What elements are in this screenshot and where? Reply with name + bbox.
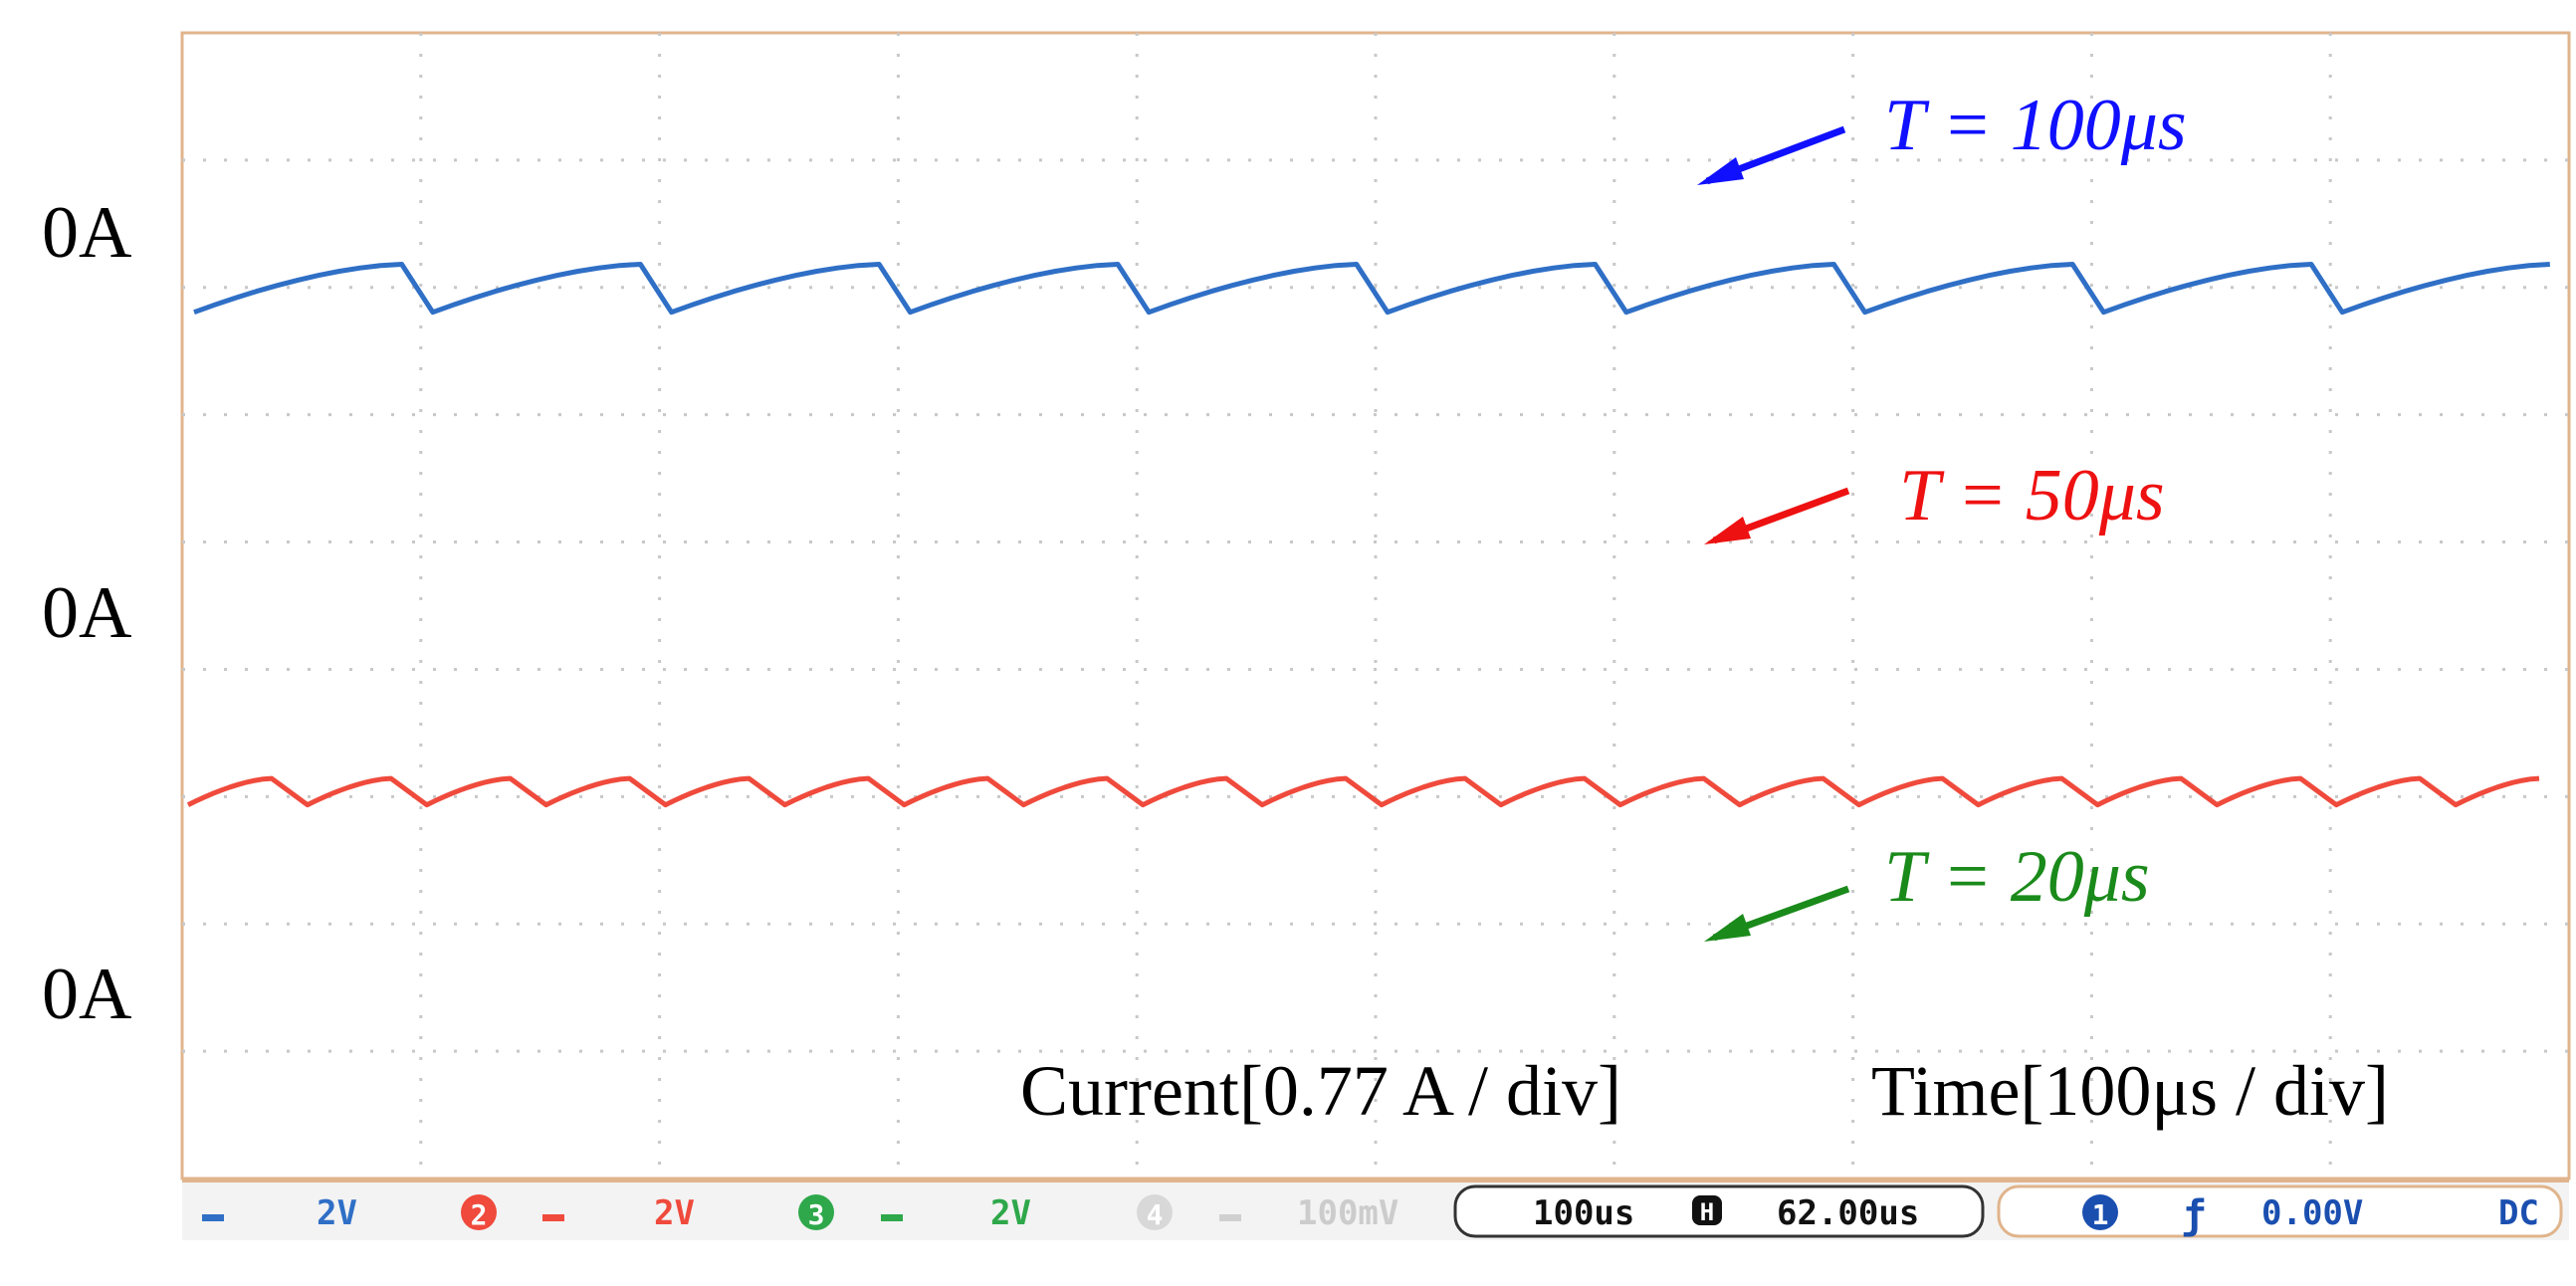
- ch3-scale[interactable]: 2V: [990, 1193, 1031, 1233]
- ch2-coupling-icon: [542, 1214, 564, 1221]
- trigger-box[interactable]: [1997, 1184, 2563, 1238]
- ch4-num: 4: [1147, 1198, 1164, 1231]
- label-t100: T = 100μs: [1884, 85, 2187, 166]
- trigger-source-icon: [2082, 1194, 2118, 1230]
- label-t50: T = 50μs: [1899, 455, 2165, 536]
- ch2-num: 2: [471, 1198, 488, 1231]
- zero-label-ch3: 0A: [42, 954, 131, 1035]
- trace-series-1: [186, 775, 2540, 808]
- ch2-badge-icon[interactable]: [461, 1194, 497, 1230]
- zero-label-ch2: 0A: [42, 572, 131, 654]
- ch4-scale[interactable]: 100mV: [1297, 1193, 1398, 1233]
- grid: [182, 33, 2569, 1179]
- arrowhead-t20: [1704, 914, 1751, 942]
- ch4-coupling-icon: [1219, 1214, 1241, 1221]
- ch3-num: 3: [808, 1198, 825, 1231]
- y-scale-label: Current[0.77 A / div]: [1020, 1051, 1621, 1131]
- delay-icon: [1692, 1195, 1722, 1225]
- ch2-scale[interactable]: 2V: [654, 1193, 695, 1233]
- x-scale-label: Time[100μs / div]: [1871, 1051, 2389, 1131]
- trigger-slope-icon: ƒ: [2182, 1192, 2206, 1238]
- status-bar: 2V 2 2V 3 2V 4 100mV 100us H 62.00us 1 ƒ…: [182, 1179, 2569, 1240]
- ch3-coupling-icon: [881, 1214, 903, 1221]
- zero-label-ch1: 0A: [42, 192, 131, 274]
- timebase-value: 100us: [1533, 1193, 1634, 1233]
- trigger-source-num: 1: [2092, 1198, 2109, 1231]
- delay-value: 62.00us: [1777, 1193, 1919, 1233]
- ch3-badge-icon[interactable]: [798, 1194, 834, 1230]
- ch1-scale[interactable]: 2V: [317, 1193, 357, 1233]
- traces: [186, 262, 2550, 808]
- trace-series-0: [193, 262, 2550, 316]
- delay-icon-letter: H: [1700, 1198, 1714, 1226]
- arrowhead-t50: [1704, 517, 1751, 544]
- arrowhead-t100: [1697, 157, 1744, 185]
- trigger-level: 0.00V: [2261, 1193, 2363, 1233]
- ch4-badge-icon[interactable]: [1137, 1194, 1173, 1230]
- plot-area: [180, 31, 2571, 1180]
- label-t20: T = 20μs: [1884, 836, 2150, 918]
- coupling-mode: DC: [2498, 1193, 2539, 1233]
- ch1-coupling-icon: [202, 1214, 224, 1221]
